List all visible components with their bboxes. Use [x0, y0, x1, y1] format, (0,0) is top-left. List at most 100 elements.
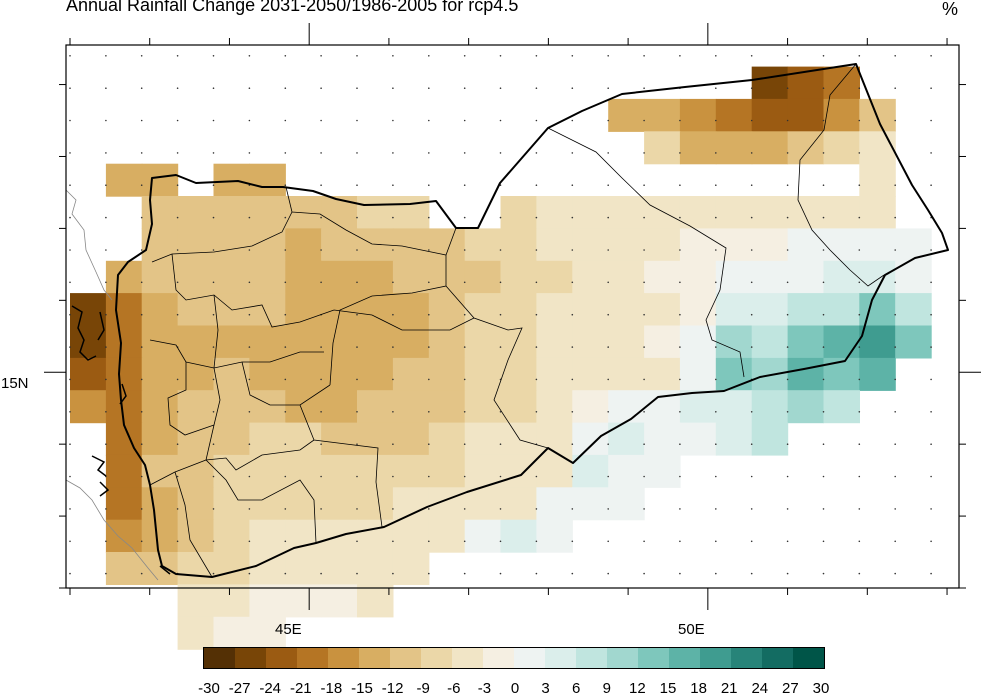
colorbar-tick-label: 15	[659, 680, 677, 697]
grid-cell	[392, 552, 430, 585]
colorbar-labels: -30 -27 -24 -21 -18 -15 -12 -9 -6 -3 0 3 6 9 12 15 18 21 2…	[0, 680, 984, 700]
grid-dot	[69, 540, 71, 543]
colorbar-tick-label: -30	[198, 680, 220, 697]
grid-dot	[535, 152, 538, 154]
grid-dot	[894, 346, 896, 348]
grid-dot	[858, 216, 861, 219]
grid-dot	[715, 313, 717, 316]
grid-cell	[608, 422, 645, 456]
grid-dot	[392, 378, 394, 381]
grid-dot	[643, 411, 645, 413]
colorbar-tick-label: -3	[477, 680, 492, 697]
grid-dot	[571, 313, 574, 316]
grid-dot	[248, 443, 251, 446]
grid-cell	[321, 260, 358, 294]
grid-cell	[105, 293, 143, 327]
grid-cell	[141, 260, 179, 294]
grid-cell	[859, 196, 896, 229]
grid-dot	[679, 540, 681, 543]
grid-dot	[750, 313, 753, 316]
grid-dot	[858, 572, 861, 575]
grid-dot	[894, 184, 896, 186]
grid-dot	[284, 152, 287, 154]
grid-cell	[608, 293, 645, 327]
grid-cell	[392, 196, 430, 229]
grid-cell	[787, 357, 825, 391]
grid-dot	[212, 572, 215, 575]
grid-dot	[607, 508, 609, 510]
grid-dot	[463, 216, 466, 219]
grid-dot	[392, 540, 394, 543]
grid-cell	[572, 325, 609, 359]
grid-dot	[679, 119, 681, 122]
grid-dot	[499, 443, 502, 446]
grid-cell	[823, 131, 860, 165]
grid-dot	[392, 443, 394, 446]
grid-cell	[392, 228, 430, 262]
grid-dot	[463, 572, 466, 575]
grid-cell	[249, 196, 286, 229]
colorbar-tick-label: 18	[690, 680, 707, 697]
africa-coast	[65, 189, 159, 581]
grid-dot	[930, 55, 932, 57]
grid-dot	[571, 508, 574, 510]
grid-cell	[572, 390, 609, 424]
colorbar-tick-label: -12	[381, 680, 404, 697]
grid-dot	[607, 55, 609, 57]
grid-dot	[607, 475, 609, 478]
grid-dot	[284, 540, 287, 543]
grid-dot	[607, 249, 609, 251]
grid-dot	[392, 508, 394, 510]
grid-cell	[572, 422, 609, 456]
grid-dot	[356, 184, 358, 186]
grid-cell	[177, 228, 215, 262]
grid-dot	[715, 152, 717, 154]
grid-cell	[644, 131, 681, 165]
grid-cell	[249, 422, 286, 456]
grid-cell	[536, 293, 573, 327]
grid-cell	[249, 552, 286, 585]
grid-dot	[822, 184, 825, 186]
grid-dot	[248, 55, 251, 57]
grid-cell	[679, 98, 717, 132]
grid-cell	[859, 131, 896, 165]
grid-cell	[213, 422, 250, 456]
grid-dot	[643, 313, 645, 316]
grid-cell	[751, 293, 789, 327]
colorbar-segment	[731, 648, 762, 668]
grid-cell	[536, 228, 573, 262]
grid-cell	[357, 552, 394, 585]
grid-dot	[786, 87, 789, 89]
grid-cell	[500, 390, 537, 424]
grid-dot	[69, 411, 71, 413]
grid-dot	[786, 540, 789, 543]
grid-dot	[643, 572, 645, 575]
grid-cell	[285, 390, 322, 424]
grid-cell	[105, 325, 143, 359]
grid-cell	[177, 422, 215, 456]
grid-dot	[140, 87, 143, 89]
map-title: Annual Rainfall Change 2031-2050/1986-20…	[66, 0, 519, 15]
grid-dot	[715, 475, 717, 478]
grid-cell	[787, 260, 825, 294]
grid-dot	[356, 411, 358, 413]
colorbar-tick-label: 24	[751, 680, 769, 697]
grid-cell	[357, 260, 394, 294]
grid-cell	[285, 228, 322, 262]
rainfall-grid	[70, 66, 932, 650]
grid-cell	[572, 196, 609, 229]
grid-dot	[320, 281, 322, 284]
grid-dot	[463, 281, 466, 284]
grid-dot	[643, 540, 645, 543]
grid-dot	[858, 184, 861, 186]
grid-cell	[141, 357, 179, 391]
grid-dot	[176, 313, 179, 316]
grid-cell	[357, 357, 394, 391]
grid-cell	[177, 519, 215, 553]
grid-dot	[930, 152, 932, 154]
grid-cell	[536, 260, 573, 294]
grid-dot	[607, 87, 609, 89]
grid-cell	[285, 487, 322, 521]
grid-dot	[607, 443, 609, 446]
grid-dot	[822, 346, 825, 348]
